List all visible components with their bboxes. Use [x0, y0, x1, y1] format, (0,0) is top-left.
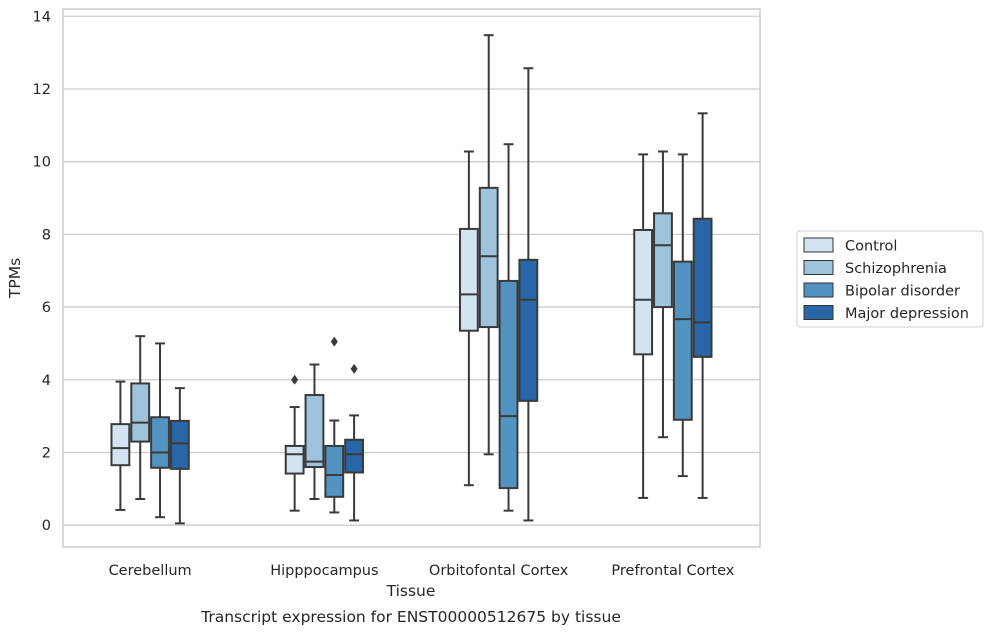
box-body [518, 258, 539, 402]
box-body [498, 279, 519, 490]
x-tick-label: Prefrontal Cortex [611, 563, 734, 579]
x-tick-label: Orbitofontal Cortex [429, 563, 569, 579]
box-body [169, 419, 190, 470]
box-0-0 [110, 380, 131, 511]
box-2-1 [478, 34, 499, 456]
box-body [633, 229, 654, 356]
y-tick-label: 10 [33, 155, 51, 171]
box-body [284, 444, 305, 475]
legend-swatch [803, 282, 834, 298]
y-tick-label: 0 [42, 518, 51, 534]
box-3-2 [672, 153, 693, 478]
box-groups [110, 34, 713, 525]
box-3-3 [692, 112, 713, 499]
legend-swatch [803, 260, 834, 275]
legend-entry: Control [845, 239, 897, 255]
box-body [110, 423, 131, 467]
y-tick-label: 12 [33, 82, 51, 98]
box-1-1 [304, 363, 325, 501]
x-axis-label: Tissue [386, 582, 436, 600]
box-3-0 [633, 153, 654, 499]
chart-caption: Transcript expression for ENST0000051267… [200, 608, 621, 626]
y-axis-ticks: 0 2 4 6 8 10 12 14 [33, 9, 51, 534]
y-tick-label: 4 [42, 373, 51, 389]
legend-swatch [803, 237, 834, 253]
box-1-2 [324, 336, 345, 514]
box-body [304, 394, 325, 469]
box-2-0 [458, 150, 479, 487]
legend-entry: Bipolar disorder [845, 284, 960, 300]
y-axis-label: TPMs [6, 258, 24, 299]
box-0-3 [169, 387, 190, 525]
box-0-1 [130, 335, 151, 501]
outlier-point [350, 363, 358, 374]
box-2-2 [498, 143, 519, 512]
box-3-1 [653, 150, 673, 439]
x-tick-label: Hipppocampus [270, 563, 378, 579]
box-body [458, 227, 479, 332]
outlier-point [291, 374, 299, 385]
box-body [344, 438, 365, 474]
box-body [130, 382, 151, 443]
box-body [150, 416, 170, 469]
box-2-3 [518, 67, 539, 522]
plot-area-frame [62, 8, 761, 548]
y-tick-label: 6 [42, 300, 51, 316]
box-1-3 [344, 363, 365, 522]
legend: Control Schizophrenia Bipolar disorder Majo… [796, 230, 984, 328]
y-tick-label: 14 [33, 9, 51, 25]
y-tick-label: 2 [42, 445, 51, 461]
box-body [653, 212, 673, 309]
legend-entry: Schizophrenia [845, 261, 947, 277]
legend-frame [796, 230, 984, 328]
box-body [324, 444, 345, 498]
x-tick-label: Cerebellum [109, 563, 192, 579]
box-body [478, 186, 499, 329]
box-body [692, 217, 713, 358]
legend-swatch [803, 305, 834, 320]
y-tick-label: 8 [42, 227, 51, 243]
box-1-0 [284, 374, 305, 512]
legend-entry: Major depression [845, 306, 969, 322]
box-body [672, 260, 693, 421]
box-0-2 [150, 342, 170, 519]
x-axis-ticks: Cerebellum Hipppocampus Orbitofontal Corte… [109, 563, 735, 579]
outlier-point [330, 336, 338, 347]
